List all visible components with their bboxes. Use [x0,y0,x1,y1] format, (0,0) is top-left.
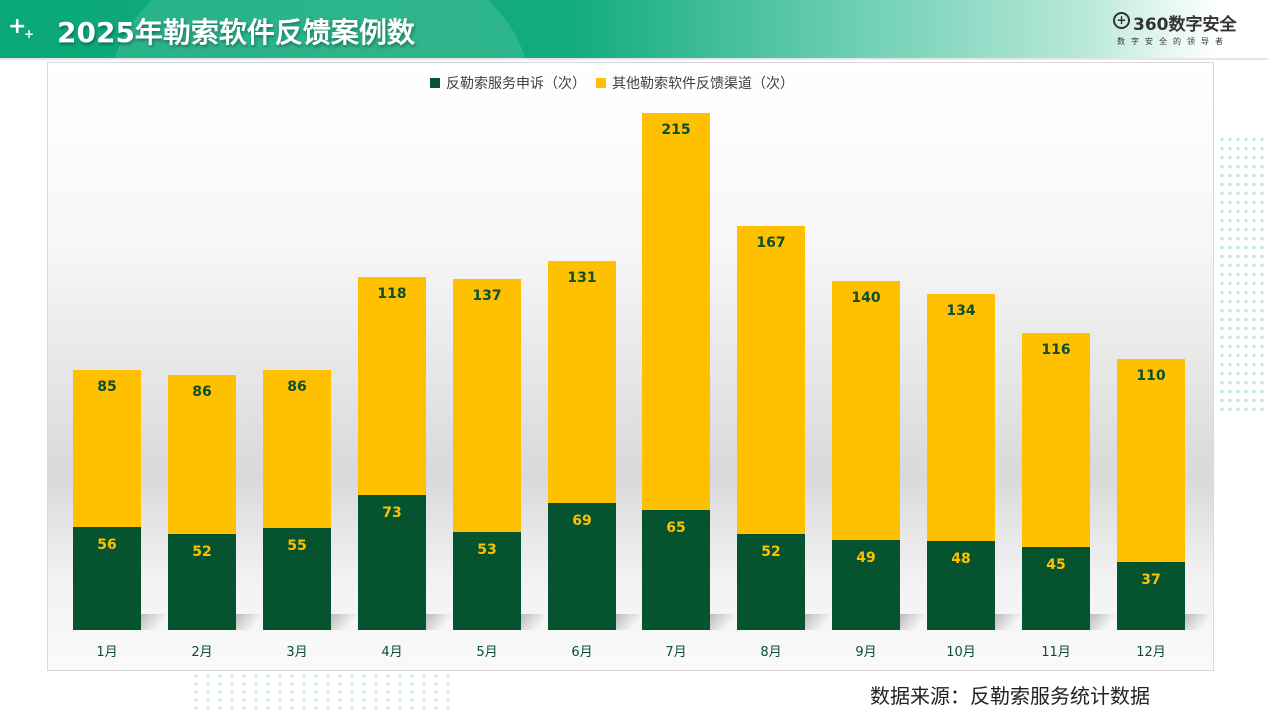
data-label: 65 [666,519,686,536]
x-axis-label: 5月 [476,645,498,660]
bar-segment-other: 116 [1022,332,1090,547]
data-label: 137 [472,288,502,305]
legend-label: 反勒索服务申诉（次） [446,76,586,92]
data-label: 85 [97,378,117,395]
data-label: 131 [567,269,597,286]
legend-swatch-green [430,78,440,88]
data-source-note: 数据来源：反勒索服务统计数据 [870,684,1150,708]
bar-segment-other: 131 [548,260,616,503]
data-label: 56 [97,536,117,553]
bar-segment-appeal: 65 [642,509,710,630]
x-axis-label: 2月 [191,645,213,660]
bar-segment-appeal: 53 [453,532,521,630]
header-divider [0,58,1268,60]
stacked-bar: 137 53 [453,279,521,630]
legend-swatch-yellow [596,78,606,88]
stacked-bar: 86 52 [168,375,236,630]
bar-segment-other: 110 [1117,358,1185,562]
stacked-bar: 116 45 [1022,332,1090,630]
data-label: 86 [287,378,307,395]
x-axis-label: 7月 [665,645,687,660]
page-title: 2025年勒索软件反馈案例数 [57,16,415,49]
bar-segment-other: 167 [737,225,805,534]
data-label: 116 [1041,341,1071,358]
x-axis-label: 10月 [946,645,976,660]
stacked-bar: 134 48 [927,294,995,630]
bar-segment-other: 118 [358,277,426,496]
bar-segment-other: 134 [927,294,995,542]
data-label: 134 [946,303,976,320]
data-label: 167 [756,234,786,251]
x-axis-label: 8月 [760,645,782,660]
chart-area [47,62,1214,671]
data-label: 45 [1046,556,1066,573]
x-axis-label: 1月 [96,645,118,660]
data-label: 86 [192,384,212,401]
bar-segment-other: 137 [453,279,521,533]
bar-segment-other: 86 [263,369,331,529]
x-axis-label: 12月 [1136,645,1166,660]
bar-segment-appeal: 37 [1117,561,1185,630]
plus-small-icon: + [24,27,35,41]
bar-segment-appeal: 52 [737,534,805,630]
logo-name: 360数字安全 [1133,15,1237,35]
stacked-bar: 85 56 [73,369,141,630]
data-label: 215 [661,122,691,139]
data-label: 55 [287,538,307,555]
stacked-bar: 140 49 [832,281,900,630]
chart-legend: 反勒索服务申诉（次） 其他勒索软件反馈渠道（次） [430,73,804,93]
dot-pattern-decoration [1218,135,1268,415]
stacked-bar: 167 52 [737,225,805,630]
bar-segment-appeal: 55 [263,528,331,630]
stacked-bar: 131 69 [548,260,616,630]
data-label: 73 [382,505,402,522]
legend-item-appeal: 反勒索服务申诉（次） [430,73,586,93]
data-label: 110 [1136,367,1166,384]
stacked-bar: 118 73 [358,277,426,630]
stacked-bar: 110 37 [1117,358,1185,630]
stacked-bar: 86 55 [263,369,331,630]
data-label: 69 [572,512,592,529]
bar-segment-other: 86 [168,375,236,534]
data-label: 118 [377,286,407,303]
data-label: 52 [761,544,781,560]
dot-pattern-decoration-bottom [190,672,450,714]
bar-segment-other: 140 [832,281,900,540]
x-axis-label: 4月 [381,645,403,660]
x-axis-label: 11月 [1041,645,1071,660]
bar-segment-appeal: 52 [168,534,236,630]
bar-segment-appeal: 73 [358,495,426,630]
bar-segment-other: 215 [642,113,710,510]
logo-slogan: 数字安全的领导者 [1117,37,1229,46]
x-axis-label: 6月 [571,645,593,660]
brand-logo: + 360数字安全 数字安全的领导者 [1113,11,1253,51]
data-label: 49 [856,549,876,566]
bar-segment-appeal: 48 [927,541,995,630]
plus-icon: + [8,14,27,39]
stacked-bar: 215 65 [642,113,710,630]
bar-segment-other: 85 [73,369,141,527]
bar-segment-appeal: 45 [1022,546,1090,630]
data-label: 52 [192,544,212,560]
data-label: 48 [951,551,971,568]
bar-segment-appeal: 49 [832,539,900,630]
legend-item-other: 其他勒索软件反馈渠道（次） [596,73,794,93]
x-axis-label: 9月 [855,645,877,660]
bar-segment-appeal: 69 [548,502,616,630]
legend-label: 其他勒索软件反馈渠道（次） [612,76,794,92]
data-label: 37 [1141,571,1161,588]
logo-plus-icon: + [1113,12,1130,29]
data-label: 140 [851,290,881,307]
data-label: 53 [477,542,497,559]
bar-segment-appeal: 56 [73,526,141,630]
x-axis-label: 3月 [286,645,308,660]
